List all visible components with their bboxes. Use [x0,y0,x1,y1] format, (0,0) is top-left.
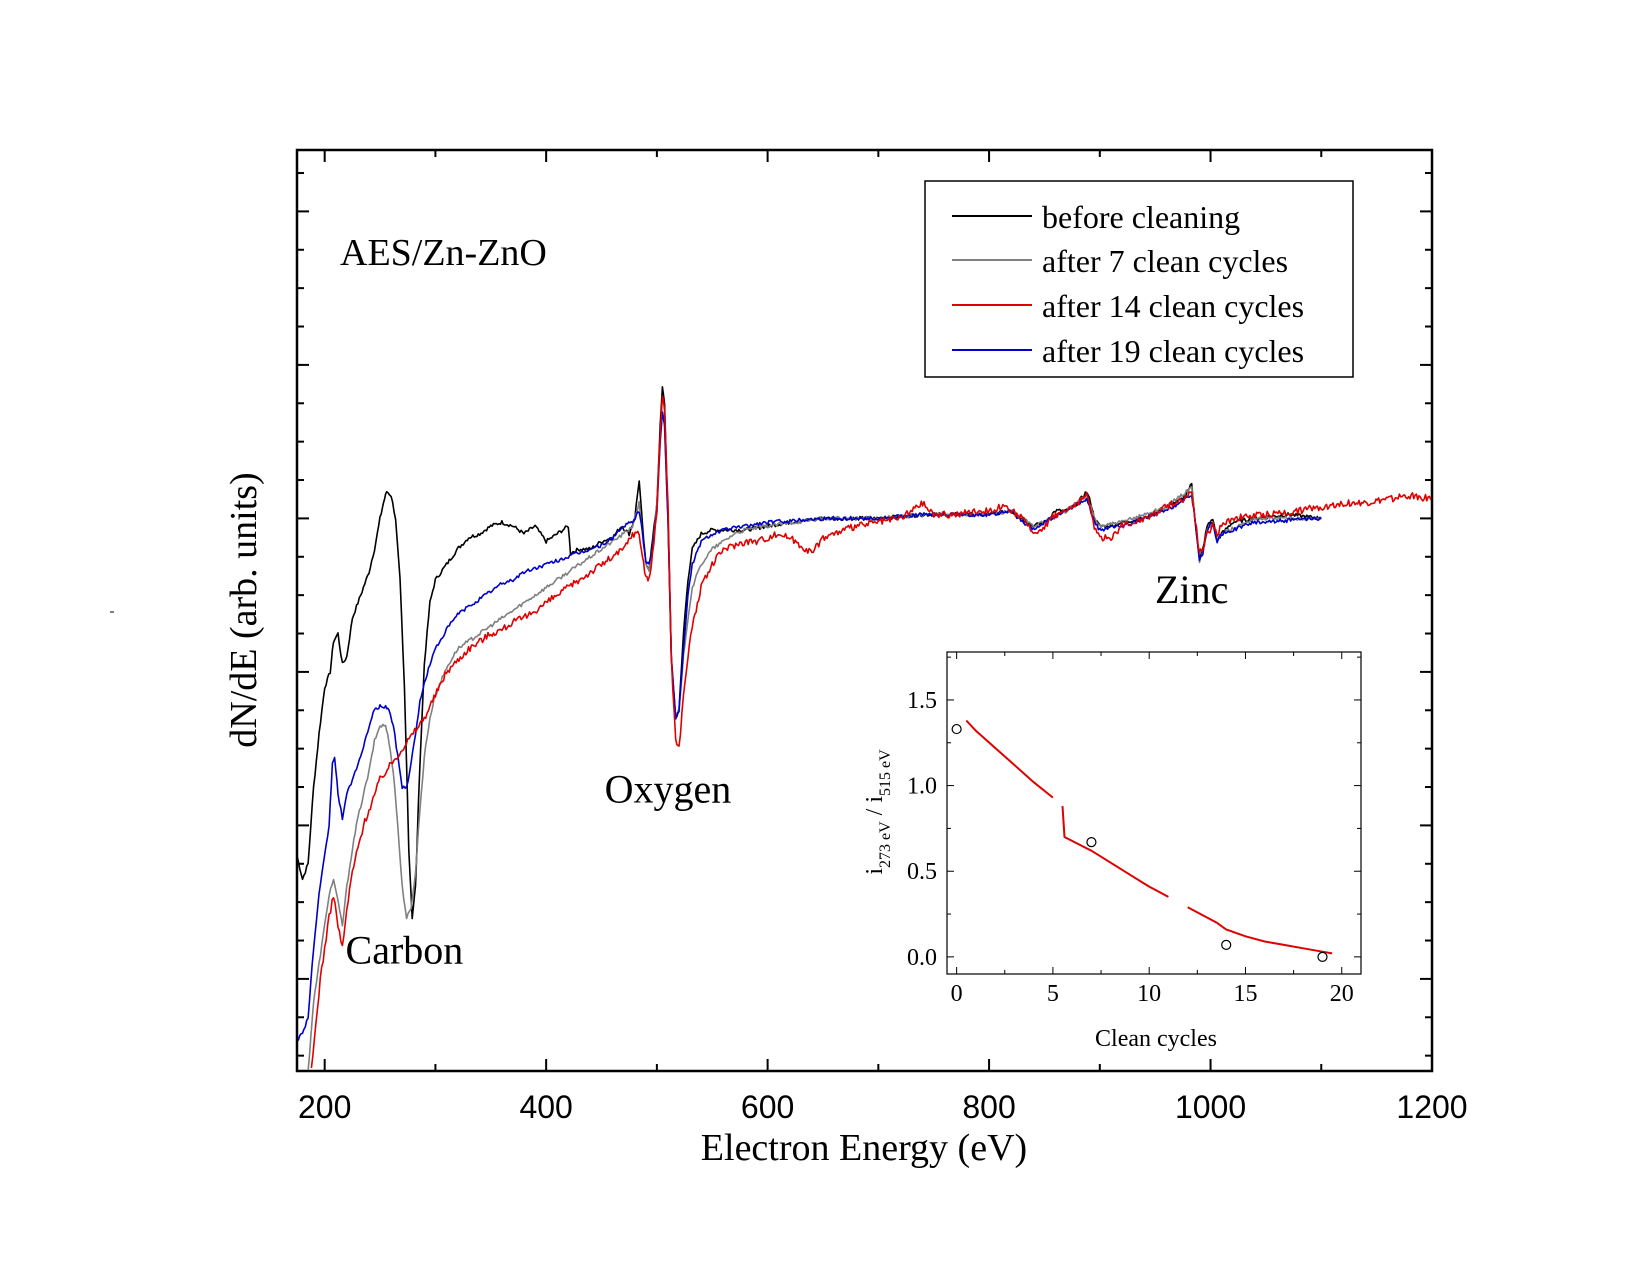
inset-y-tick-labels: 0.0 0.5 1.0 1.5 [907,688,937,971]
inset-y-label-sub1: 273 eV [877,821,894,868]
inset-data-point [1086,837,1097,848]
main-series-group [298,385,1431,1070]
x-axis-label: Electron Energy (eV) [701,1127,1027,1169]
x-tick-label: 200 [298,1089,351,1125]
inset-y-label-main: i [862,868,888,875]
inset-fit-curve-1 [1061,806,1169,898]
annotation-zinc: Zinc [1155,567,1228,612]
annotation-oxygen: Oxygen [605,766,732,811]
inset-points-group [951,723,1328,962]
inset-x-tick-labels: 0 5 10 15 20 [951,981,1354,1007]
main-plot-frame [295,148,1434,1073]
legend-label-14-cycles: after 14 clean cycles [1042,288,1304,324]
inset-chart: 0 5 10 15 20 0.0 0.5 1.0 1.5 Clean cycles i273 … [862,651,1362,1052]
inset-fit-curve-0 [965,719,1054,799]
inset-y-tick-label: 0.0 [907,945,937,971]
inset-data-point [951,723,962,735]
chart-annotation-title: AES/Zn-ZnO [340,232,547,274]
x-tick-label: 400 [519,1089,572,1125]
inset-fit-group [965,719,1333,955]
inset-plot-frame [946,651,1362,975]
inset-data-point [1221,939,1232,950]
inset-data-point [1317,951,1328,962]
inset-axis-ticks [947,652,1361,974]
inset-x-tick-label: 0 [951,981,963,1007]
inset-y-axis-label: i273 eV / i515 eV [862,749,894,875]
x-tick-label: 600 [741,1089,794,1125]
annotation-carbon: Carbon [346,928,464,973]
inset-y-tick-label: 1.0 [907,774,937,800]
x-tick-label: 800 [962,1089,1015,1125]
inset-x-axis-label: Clean cycles [1095,1026,1217,1052]
legend-label-19-cycles: after 19 clean cycles [1042,333,1304,369]
inset-fit-curve-2 [1187,906,1333,955]
x-tick-label: 1000 [1175,1089,1246,1125]
y-axis-label: dN/dE (arb. units) [223,472,265,747]
main-x-tick-labels: 200 400 600 800 1000 1200 [298,1089,1468,1125]
inset-y-label-sub2: 515 eV [877,749,894,796]
legend-label-before-cleaning: before cleaning [1042,199,1240,235]
main-axis-ticks [297,150,1433,1071]
inset-x-tick-label: 20 [1330,981,1354,1007]
inset-x-tick-label: 10 [1137,981,1161,1007]
legend-label-7-cycles: after 7 clean cycles [1042,243,1288,279]
inset-y-tick-label: 1.5 [907,688,937,714]
inset-y-label-slash: / i [862,796,888,822]
x-tick-label: 1200 [1396,1089,1467,1125]
inset-x-tick-label: 15 [1233,981,1257,1007]
inset-y-tick-label: 0.5 [907,859,937,885]
inset-x-tick-label: 5 [1047,981,1059,1007]
legend: before cleaning after 7 clean cycles aft… [924,180,1354,378]
series-line-after-14-clean-cycles [310,395,1431,1069]
legend-box [924,180,1354,378]
